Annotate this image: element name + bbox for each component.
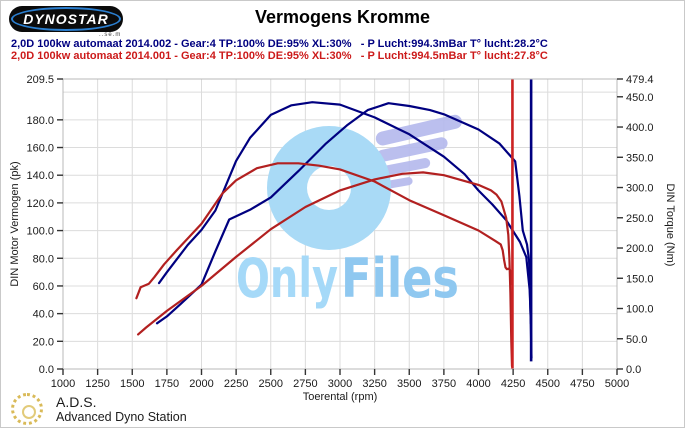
x-tick-label: 5000 bbox=[605, 378, 629, 390]
x-tick-label: 3250 bbox=[362, 378, 386, 390]
logo-ellipse-ring bbox=[11, 7, 121, 31]
x-tick-label: 2000 bbox=[189, 378, 213, 390]
left-tick-label: 100.0 bbox=[26, 226, 54, 238]
logo-subtext: ..se.m bbox=[99, 32, 122, 38]
left-tick-label: 60.0 bbox=[33, 281, 54, 293]
right-tick-label: 50.0 bbox=[626, 334, 647, 346]
dynostar-logo: DYNOSTAR bbox=[9, 6, 123, 32]
watermark: Only Files bbox=[236, 114, 462, 310]
watermark-donut bbox=[267, 126, 391, 250]
right-tick-label: 450.0 bbox=[626, 92, 654, 104]
x-tick-label: 4250 bbox=[501, 378, 525, 390]
left-tick-label: 40.0 bbox=[33, 309, 54, 321]
left-tick-label: 120.0 bbox=[26, 198, 54, 210]
ads-logo-inner-ring bbox=[22, 405, 36, 419]
watermark-text-files: Files bbox=[341, 247, 459, 310]
right-tick-label: 400.0 bbox=[626, 122, 654, 134]
ads-brand-subtitle: Advanced Dyno Station bbox=[56, 410, 187, 424]
x-tick-label: 2750 bbox=[293, 378, 317, 390]
x-tick-label: 1000 bbox=[51, 378, 75, 390]
curve-vermogen-002 bbox=[155, 102, 533, 359]
axes: 1000 1250 1500 1750 2000 2250 2500 2750 3000 3250… bbox=[26, 74, 653, 390]
dynostar-logo-text: DYNOSTAR bbox=[23, 11, 109, 27]
curve-vermogen-001 bbox=[137, 171, 514, 368]
page-title: Vermogens Kromme bbox=[254, 7, 431, 27]
y-axis-label-left: DIN Motor Vermogen (pk) bbox=[9, 161, 21, 287]
right-tick-label: 250.0 bbox=[626, 213, 654, 225]
left-tick-label: 140.0 bbox=[26, 170, 54, 182]
left-tick-label: 20.0 bbox=[33, 336, 54, 348]
x-tick-label: 1750 bbox=[155, 378, 179, 390]
right-tick-label: 150.0 bbox=[626, 273, 654, 285]
left-tick-label: 80.0 bbox=[33, 253, 54, 265]
left-tick-label: 0.0 bbox=[39, 364, 54, 376]
right-tick-label: 300.0 bbox=[626, 183, 654, 195]
left-tick-label: 209.5 bbox=[26, 74, 54, 86]
legend-run-001: 2,0D 100kw automaat 2014.001 - Gear:4 TP… bbox=[11, 50, 548, 62]
curves bbox=[135, 79, 533, 369]
x-tick-label: 3750 bbox=[432, 378, 456, 390]
legend-run-002: 2,0D 100kw automaat 2014.002 - Gear:4 TP… bbox=[11, 38, 548, 50]
x-tick-label: 4000 bbox=[466, 378, 490, 390]
right-tick-label: 0.0 bbox=[626, 364, 641, 376]
x-tick-label: 4750 bbox=[570, 378, 594, 390]
x-tick-label: 4500 bbox=[536, 378, 560, 390]
x-tick-label: 3000 bbox=[328, 378, 352, 390]
x-tick-label: 2500 bbox=[259, 378, 283, 390]
right-tick-label: 350.0 bbox=[626, 152, 654, 164]
left-tick-label: 160.0 bbox=[26, 143, 54, 155]
watermark-wing-stripe bbox=[378, 158, 431, 177]
x-tick-label: 1500 bbox=[120, 378, 144, 390]
ads-logo bbox=[11, 393, 43, 425]
watermark-text-only: Only bbox=[236, 247, 338, 310]
x-tick-label: 2250 bbox=[224, 378, 248, 390]
watermark-wing-stripe bbox=[376, 137, 448, 162]
left-tick-label: 180.0 bbox=[26, 115, 54, 127]
right-tick-label: 200.0 bbox=[626, 243, 654, 255]
y-axis-label-right: DIN Torque (Nm) bbox=[664, 183, 676, 267]
watermark-wing-stripe bbox=[375, 114, 462, 146]
curve-koppel-001 bbox=[135, 162, 514, 300]
x-tick-label: 3500 bbox=[397, 378, 421, 390]
ads-brand-name: A.D.S. bbox=[56, 394, 97, 410]
right-tick-label: 479.4 bbox=[626, 74, 654, 86]
x-axis-label: Toerental (rpm) bbox=[302, 391, 378, 403]
x-tick-label: 1250 bbox=[85, 378, 109, 390]
right-tick-label: 100.0 bbox=[626, 304, 654, 316]
